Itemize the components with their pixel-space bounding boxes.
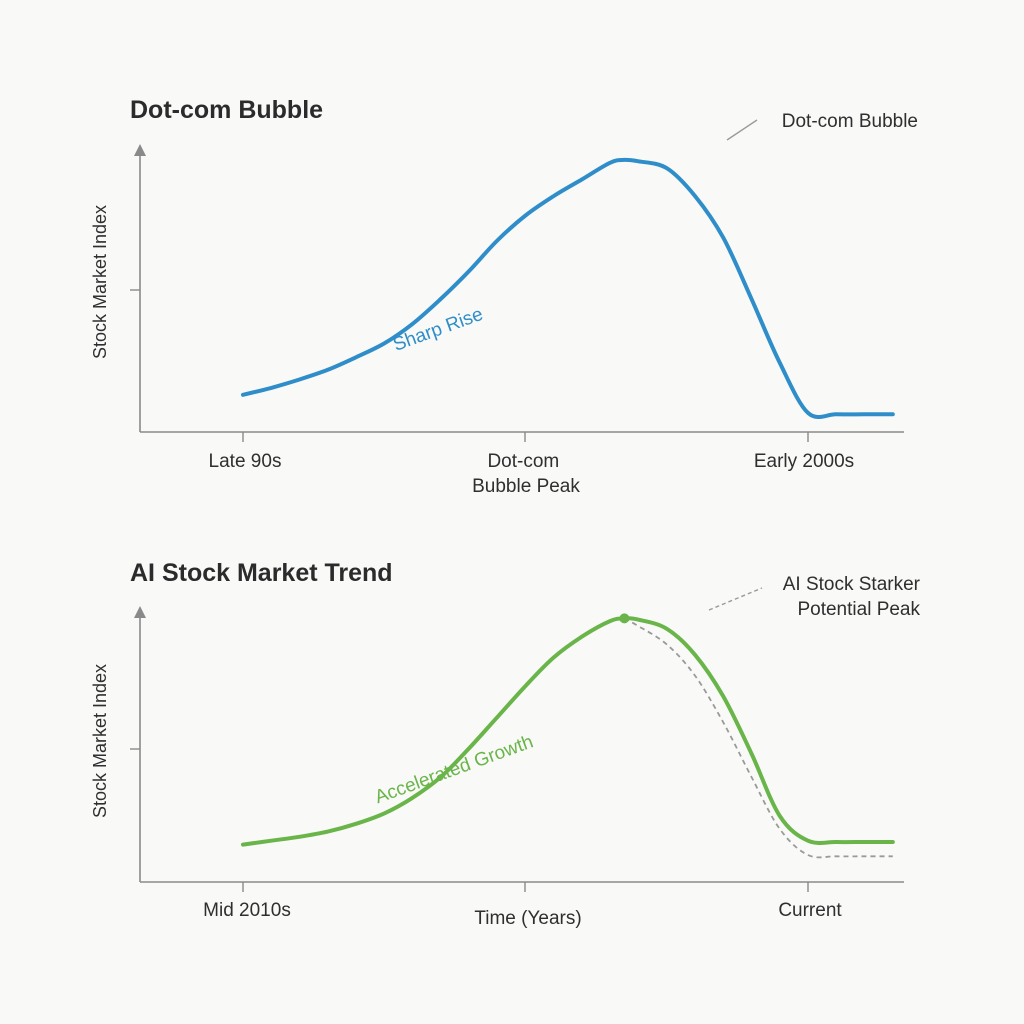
x-tick-label: Late 90s — [209, 451, 282, 472]
annotation-peak-label: Dot-com Bubble — [782, 111, 918, 132]
annotation-accelerated-growth: Accelerated Growth — [372, 731, 536, 808]
x-tick-label: Dot-com Bubble Peak — [472, 451, 580, 497]
annotation-leader — [708, 587, 763, 611]
projection-dashed-line — [623, 617, 893, 859]
x-tick-label: Early 2000s — [754, 451, 854, 472]
y-axis-arrow-icon — [134, 606, 146, 618]
dotcom-chart: Dot-com Bubble Stock Market Index Late 9… — [90, 96, 918, 497]
x-tick-label-line: Dot-com — [487, 451, 559, 472]
chart-title: Dot-com Bubble — [130, 96, 323, 124]
series-line — [241, 616, 895, 847]
ai-chart: AI Stock Market Trend Stock Market Index… — [90, 559, 921, 929]
series-line — [241, 157, 895, 420]
y-axis-label: Stock Market Index — [90, 205, 110, 359]
annotation-leader — [726, 119, 758, 141]
x-axis-label: Time (Years) — [474, 908, 581, 929]
x-tick-label-line: Bubble Peak — [472, 476, 580, 497]
y-axis-arrow-icon — [134, 144, 146, 156]
annotation-peak-label-line2: Potential Peak — [797, 599, 920, 620]
chart-title: AI Stock Market Trend — [130, 559, 393, 587]
annotation-sharp-rise: Sharp Rise — [390, 304, 486, 356]
peak-point — [619, 613, 630, 624]
y-axis-label: Stock Market Index — [90, 664, 110, 818]
x-tick-label: Mid 2010s — [203, 900, 291, 921]
annotation-peak-label-line1: AI Stock Starker — [783, 574, 921, 595]
x-tick-label: Current — [778, 900, 842, 921]
